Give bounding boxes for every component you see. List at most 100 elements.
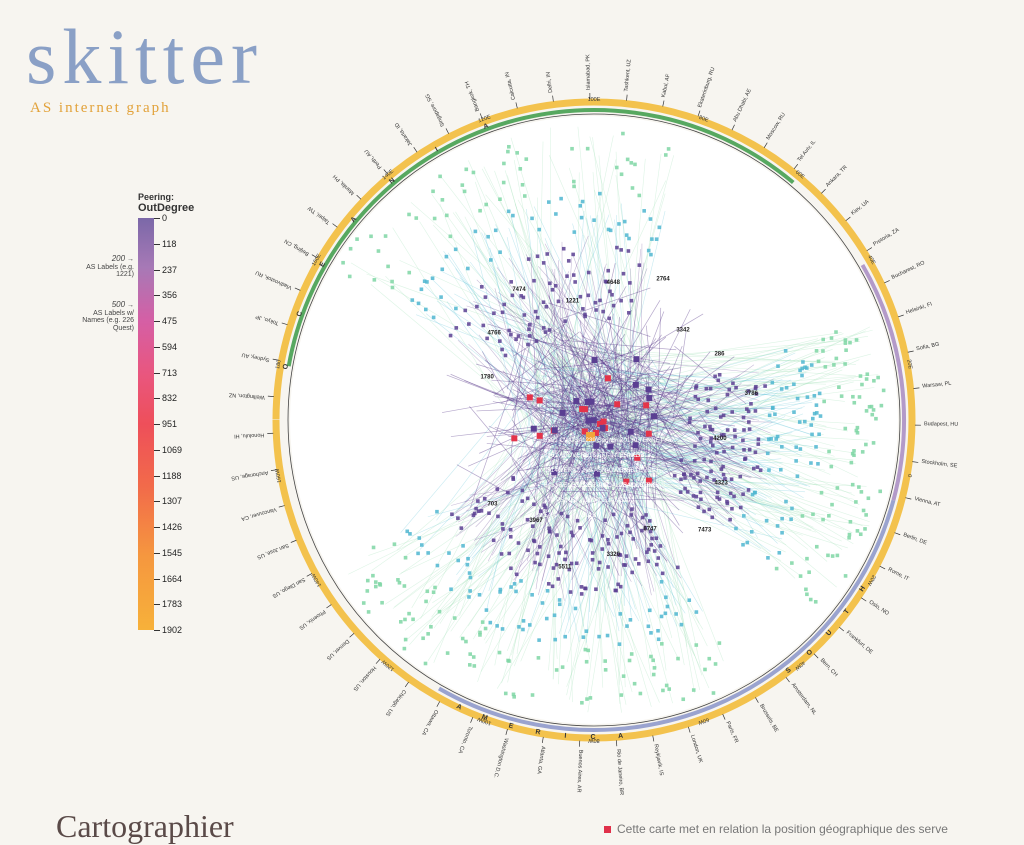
as-node <box>501 310 505 314</box>
as-node <box>536 316 540 320</box>
as-node <box>809 461 813 465</box>
as-node <box>355 237 359 241</box>
city-label: Abu Dhabi, AE <box>732 88 753 123</box>
as-node <box>526 497 530 501</box>
as-node <box>603 518 607 522</box>
as-node <box>800 374 804 378</box>
as-node <box>766 452 770 456</box>
as-node <box>514 337 518 341</box>
as-node <box>741 439 745 443</box>
as-node <box>865 377 869 381</box>
as-node <box>518 167 522 171</box>
degree-label: 4766 <box>487 330 501 336</box>
as-node <box>384 234 388 238</box>
city-tick <box>884 280 889 283</box>
as-node <box>604 668 608 672</box>
as-hub <box>633 382 639 388</box>
as-node <box>502 162 506 166</box>
as-node <box>553 638 557 642</box>
as-node <box>495 487 499 491</box>
as-node <box>528 334 532 338</box>
city-label: Berlin, DE <box>902 532 928 546</box>
city-label: Jakarta, ID <box>394 121 414 147</box>
as-node <box>485 608 489 612</box>
as-node <box>775 567 779 571</box>
as-node <box>858 395 862 399</box>
as-node <box>517 541 521 545</box>
as-node <box>404 638 408 642</box>
city-label: Calcutta, IN <box>504 71 517 100</box>
as-node <box>546 589 550 593</box>
as-node <box>633 682 637 686</box>
as-node <box>405 530 409 534</box>
as-node <box>756 465 760 469</box>
as-node <box>829 465 833 469</box>
as-node <box>638 263 642 267</box>
as-node <box>560 512 564 516</box>
as-node <box>780 531 784 535</box>
as-node <box>799 447 803 451</box>
as-node <box>485 337 489 341</box>
as-node <box>754 386 758 390</box>
as-node <box>709 469 713 473</box>
as-node <box>559 545 563 549</box>
as-node <box>348 275 352 279</box>
as-node <box>639 692 643 696</box>
as-node <box>517 625 521 629</box>
as-node <box>696 472 700 476</box>
as-node <box>489 258 493 262</box>
as-node <box>835 357 839 361</box>
as-node <box>576 519 580 523</box>
as-node <box>861 450 865 454</box>
as-node <box>467 595 471 599</box>
as-node <box>515 151 519 155</box>
degree-label: 3342 <box>676 328 690 334</box>
city-tick <box>627 95 628 101</box>
as-node <box>676 657 680 661</box>
city-label: Oslo, NO <box>868 599 891 617</box>
as-node <box>851 395 855 399</box>
as-node <box>522 619 526 623</box>
as-node <box>644 513 648 517</box>
as-node <box>621 132 625 136</box>
as-node <box>620 532 624 536</box>
as-node <box>784 500 788 504</box>
city-label: Houston, US <box>351 665 376 692</box>
city-tick <box>723 714 725 719</box>
city-label: Atlanta, GA <box>535 746 545 775</box>
as-node <box>629 161 633 165</box>
as-node <box>711 444 715 448</box>
longitude-label: 100E <box>588 97 601 103</box>
as-node <box>659 544 663 548</box>
as-node <box>585 629 589 633</box>
as-node <box>792 410 796 414</box>
as-node <box>517 334 521 338</box>
as-node <box>633 163 637 167</box>
footer-title: Cartographier <box>56 808 234 845</box>
as-node <box>487 511 491 515</box>
as-node <box>804 588 808 592</box>
as-node <box>776 364 780 368</box>
degree-label: 3786 <box>745 391 759 397</box>
as-node <box>551 585 555 589</box>
city-label: Reykjavik, IS <box>652 744 664 777</box>
as-node <box>821 518 825 522</box>
as-node <box>367 610 371 614</box>
as-node <box>500 552 504 556</box>
as-node <box>809 598 813 602</box>
as-node <box>816 462 820 466</box>
as-node <box>583 315 587 319</box>
city-tick <box>764 143 767 148</box>
city-label: Vienna, AT <box>914 496 942 508</box>
as-node <box>547 582 551 586</box>
as-node <box>478 593 482 597</box>
city-tick <box>905 498 911 499</box>
as-node <box>498 250 502 254</box>
as-node <box>610 293 614 297</box>
as-node <box>748 427 752 431</box>
lab-8918: 8918 <box>582 512 596 519</box>
ocean-letter: O <box>282 361 290 370</box>
as-node <box>504 354 508 358</box>
as-node <box>817 432 821 436</box>
as-node <box>718 641 722 645</box>
